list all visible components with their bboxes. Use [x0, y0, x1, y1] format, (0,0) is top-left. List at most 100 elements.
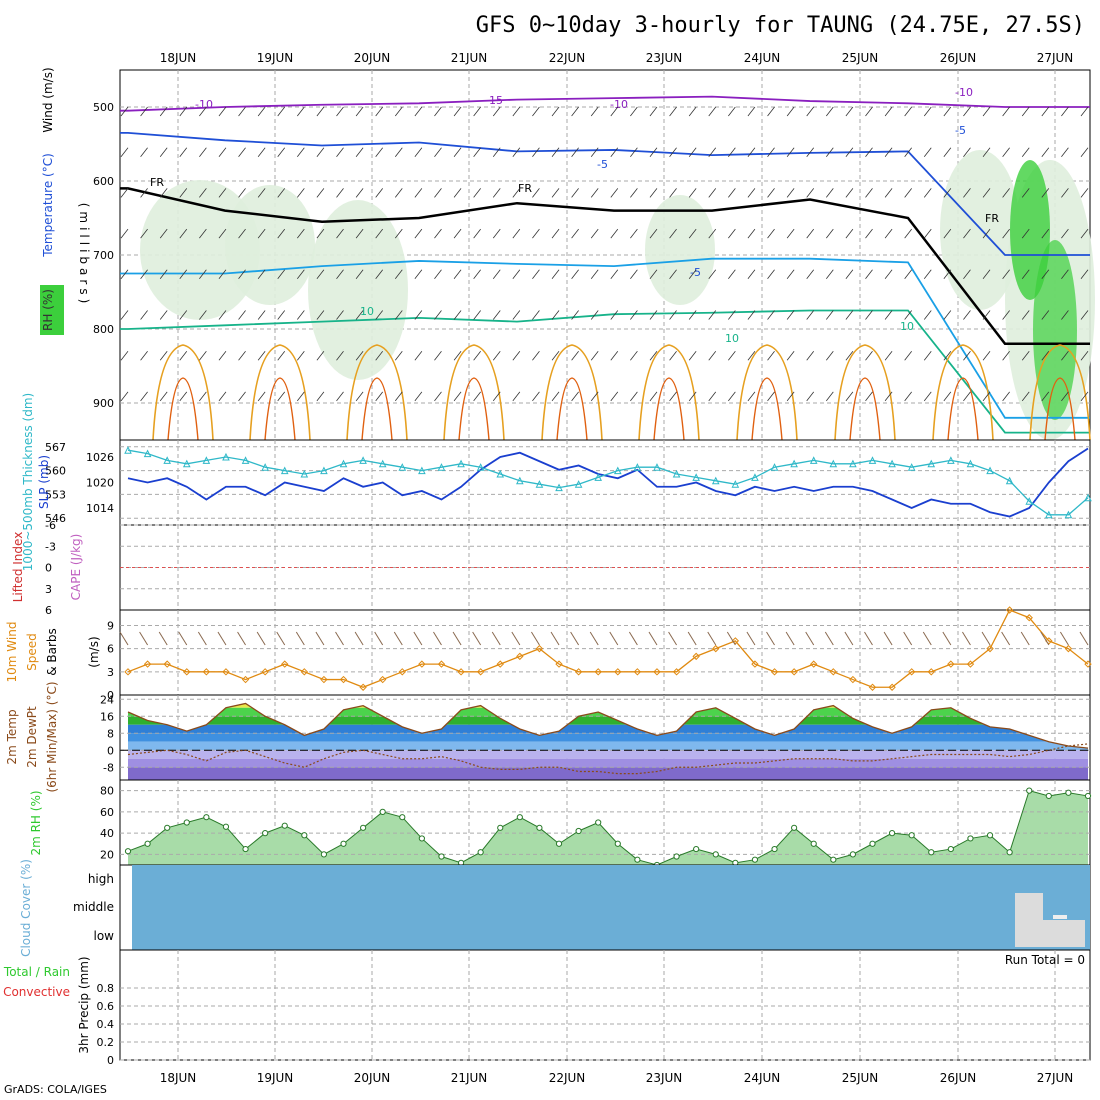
- date-label-top: 21JUN: [451, 51, 488, 65]
- wind-barb: [394, 147, 403, 157]
- wind-speed-marker: [437, 660, 446, 668]
- precip-tick: 0.2: [97, 1036, 115, 1049]
- rh-marker: [791, 824, 798, 831]
- wind-barb: [786, 350, 795, 361]
- wind-barb: [571, 188, 579, 198]
- temperature-contour: [120, 309, 1090, 434]
- wind-barb: [825, 147, 834, 157]
- thickness-marker: [202, 456, 211, 464]
- wind-barb: [845, 269, 854, 280]
- wind-barb: [708, 310, 717, 320]
- wind-speed-marker: [163, 660, 171, 668]
- wind-barb: [825, 269, 834, 280]
- wind-barb: [884, 106, 893, 117]
- wind-barb: [883, 631, 893, 646]
- wind-barb: [649, 391, 658, 402]
- rh-marker: [301, 832, 308, 839]
- dewpoint-line: [127, 743, 1089, 775]
- wind-barb: [982, 228, 991, 239]
- wind-barb: [1041, 350, 1050, 361]
- wind-barb: [551, 391, 560, 402]
- wind-barb: [806, 188, 815, 198]
- wind-barb: [120, 106, 129, 117]
- wind-barb: [394, 391, 403, 402]
- wind-barb: [806, 228, 815, 239]
- wind-speed-marker: [143, 660, 152, 668]
- wind-barb: [943, 391, 952, 402]
- wind-barb: [865, 310, 873, 320]
- rh-marker: [418, 835, 425, 842]
- rh-marker: [536, 824, 543, 831]
- wind-barb: [531, 631, 540, 646]
- cloud-patch: [1015, 893, 1043, 920]
- wind-barb: [276, 631, 286, 646]
- wind-barb: [590, 228, 599, 239]
- wind-barb: [590, 310, 599, 320]
- wind-barb: [120, 350, 129, 361]
- thickness-marker: [339, 459, 348, 468]
- wind-barb: [610, 147, 619, 157]
- wind-barb: [512, 228, 521, 239]
- wind-barb: [512, 269, 521, 280]
- wind-barb: [453, 106, 462, 117]
- wind-tick: 3: [107, 666, 114, 679]
- thickness-marker: [516, 476, 524, 485]
- wind-barb: [1059, 631, 1069, 646]
- thickness-tick: 546: [45, 512, 66, 525]
- wind-barb: [336, 310, 344, 320]
- rh-tick: 60: [100, 806, 114, 819]
- wind-barb: [199, 228, 207, 239]
- rh-marker: [928, 849, 935, 856]
- wind-barb: [1061, 350, 1069, 361]
- wind-barb: [511, 631, 521, 646]
- wind-barb: [649, 269, 658, 280]
- wind-barb: [492, 391, 501, 402]
- wind-barb: [728, 147, 736, 157]
- wind-barb: [336, 269, 344, 280]
- rh-shading: [308, 200, 408, 380]
- wind-barb: [179, 350, 188, 361]
- wind-barb: [767, 188, 775, 198]
- temperature-contour-20: [264, 377, 296, 441]
- wind-barb: [159, 147, 168, 157]
- wind-speed-marker: [888, 683, 896, 691]
- wind-barb: [963, 147, 971, 157]
- wind-speed-marker: [927, 668, 935, 676]
- wind-barb: [492, 269, 501, 280]
- wind-barb: [1002, 147, 1010, 157]
- wind-barb: [825, 188, 834, 198]
- rh-marker: [1045, 792, 1052, 800]
- cloud-patch: [1053, 915, 1067, 919]
- wind-barb: [747, 269, 756, 280]
- cape-axis-label: CAPE (J/kg): [69, 534, 83, 601]
- wind-barb: [747, 391, 756, 402]
- rh-marker: [144, 840, 151, 847]
- wind-barb: [728, 391, 736, 402]
- minmax-axis-label: (6hr Min/Max) (°C): [45, 681, 59, 792]
- wind-barb: [825, 391, 834, 402]
- thickness-marker: [418, 466, 426, 475]
- date-label-bottom: 18JUN: [160, 1071, 197, 1085]
- rh-marker: [986, 832, 994, 839]
- wind-barb: [943, 147, 952, 157]
- wind-barb: [434, 391, 442, 402]
- temp-tick: 8: [107, 727, 114, 740]
- wind-barb: [375, 228, 384, 239]
- thickness-marker: [927, 459, 936, 468]
- wind-barb: [728, 228, 736, 239]
- wind-barb: [257, 188, 266, 198]
- wind-barb: [728, 350, 736, 361]
- wind-barb: [747, 310, 756, 320]
- rh-marker: [360, 824, 367, 831]
- pressure-axis-label: (millibars): [77, 203, 91, 308]
- wind-speed-marker: [1005, 606, 1014, 614]
- wind-barb: [747, 147, 756, 157]
- wind-barb: [1002, 228, 1010, 239]
- wind-barb: [630, 269, 638, 280]
- thickness-marker: [1084, 493, 1092, 502]
- wind-barb: [708, 147, 717, 157]
- rh-marker: [751, 856, 759, 863]
- wind-barb: [649, 310, 658, 320]
- thickness-marker: [966, 459, 975, 468]
- rh-line: [127, 790, 1089, 866]
